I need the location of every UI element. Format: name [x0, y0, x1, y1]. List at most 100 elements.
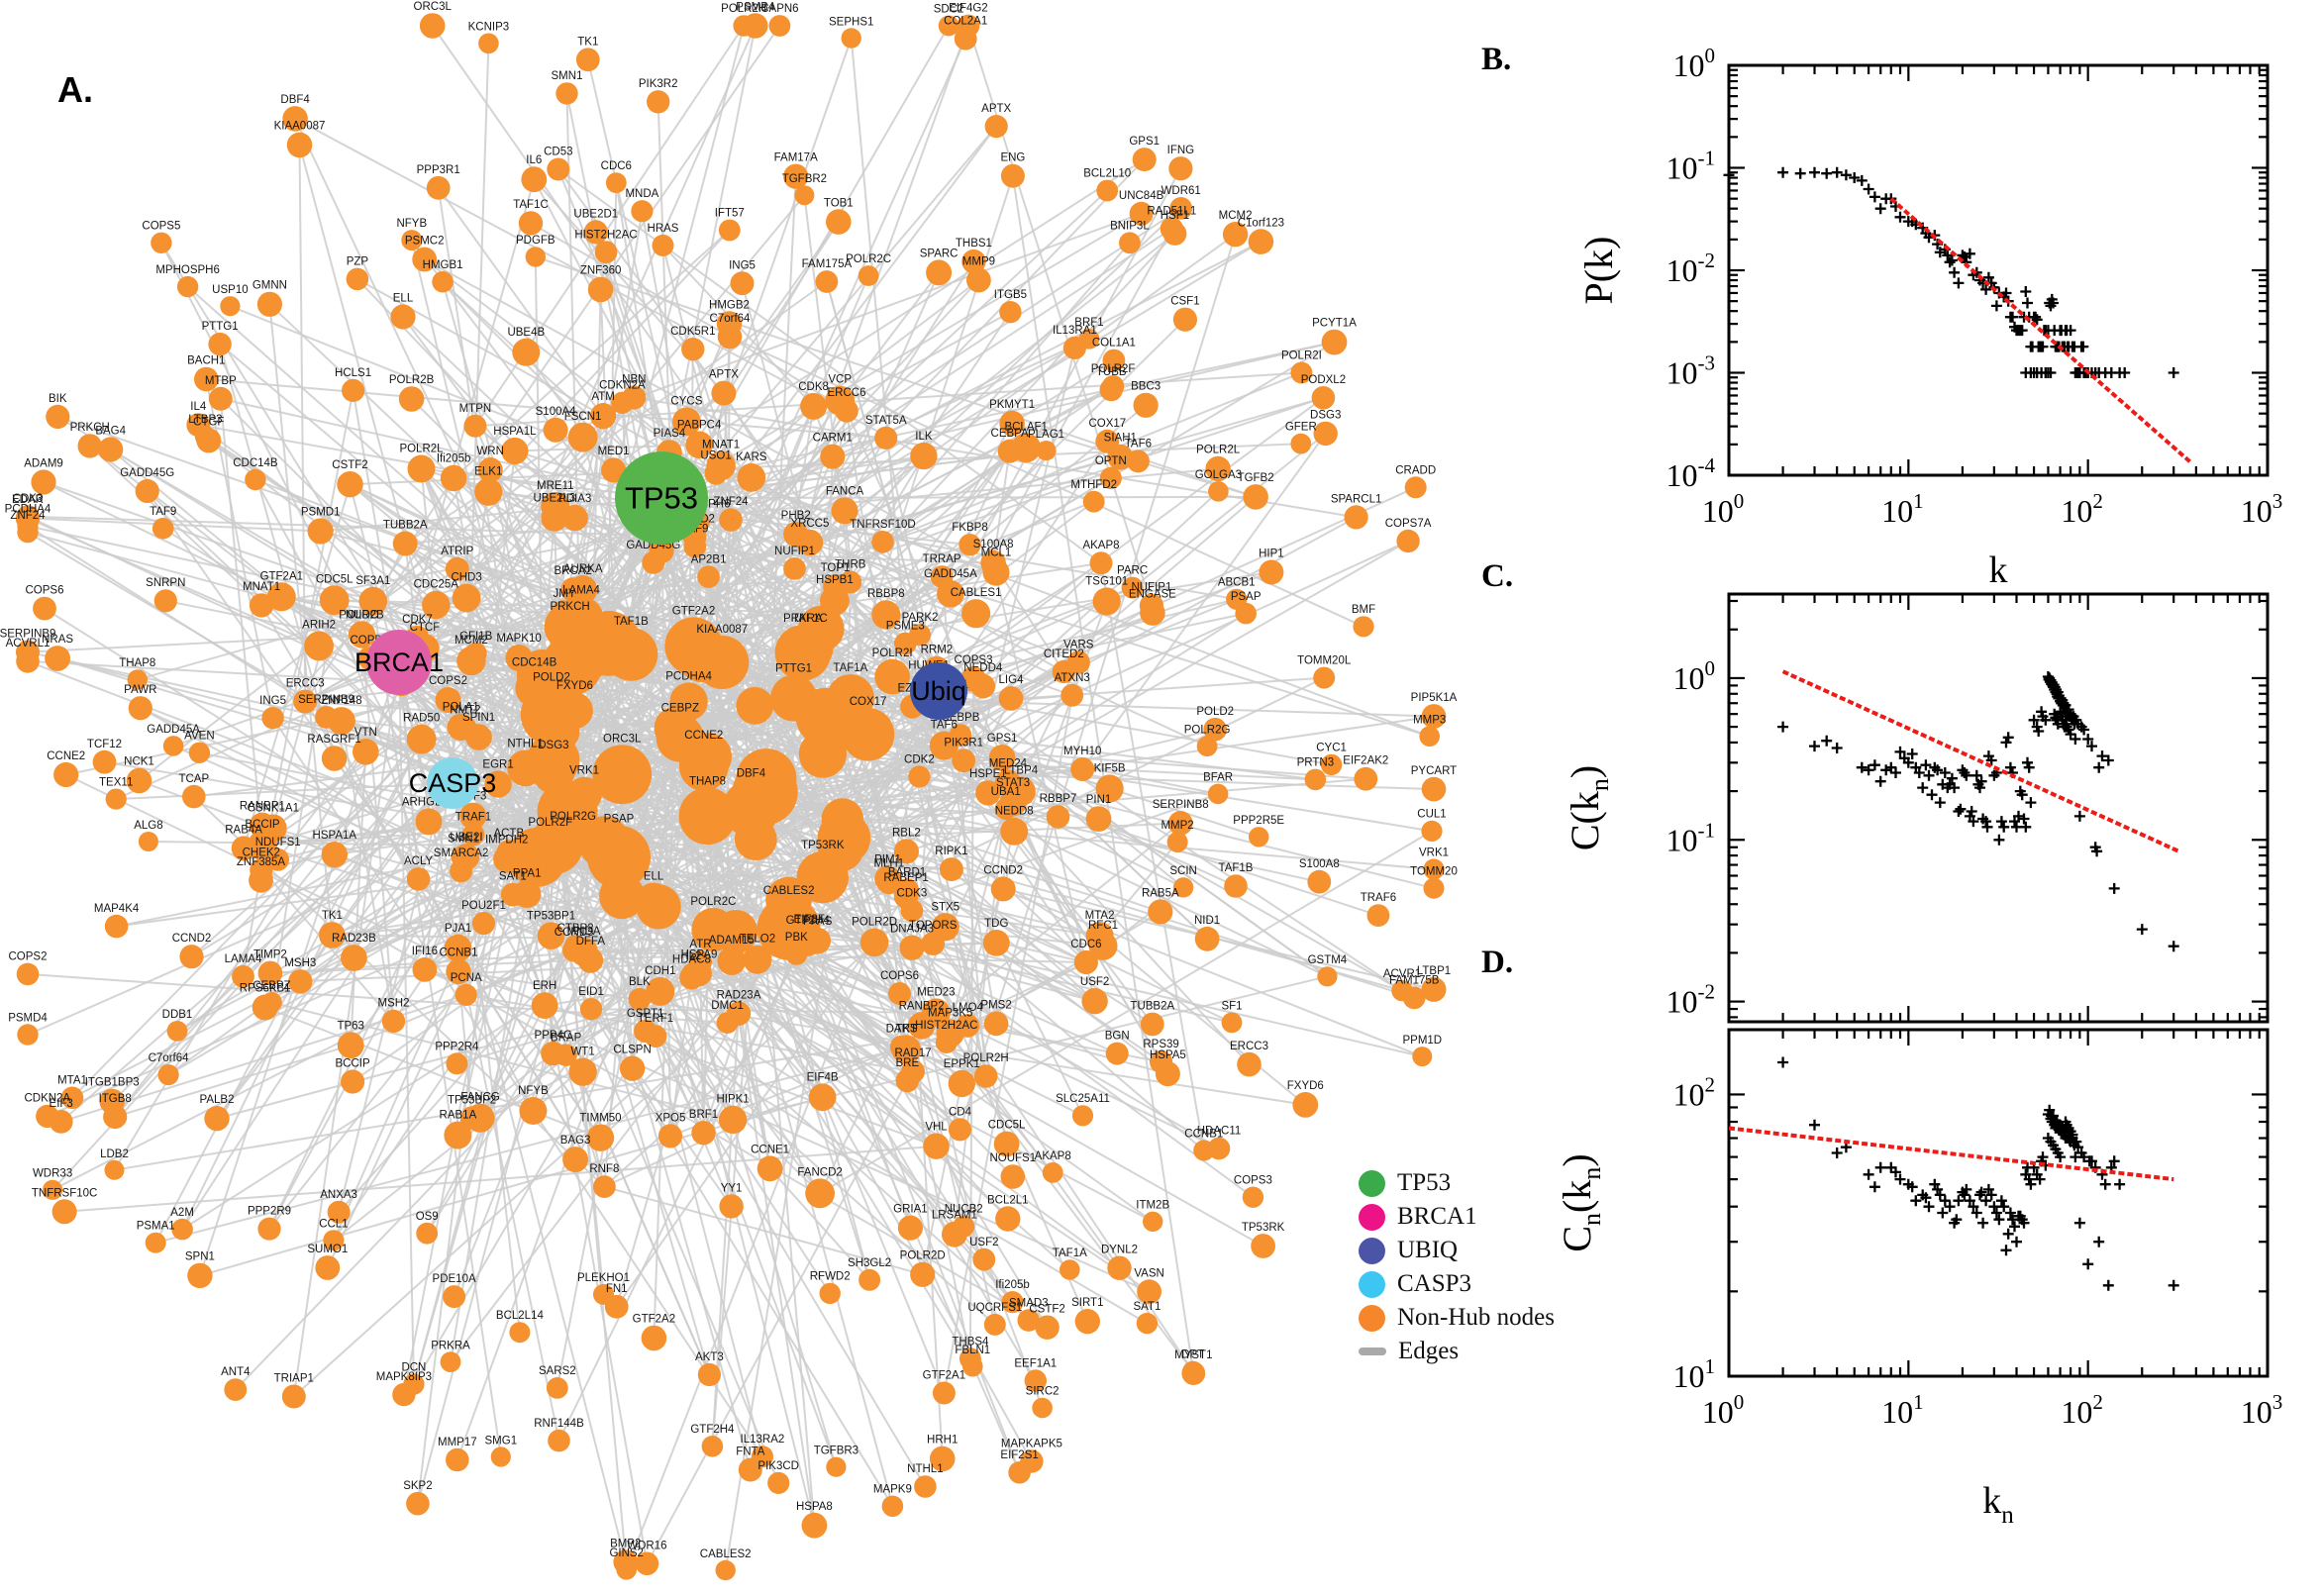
- svg-text:VRK1: VRK1: [569, 765, 599, 777]
- svg-text:FXYD6: FXYD6: [556, 680, 593, 692]
- svg-text:PSMA1: PSMA1: [137, 1221, 175, 1233]
- svg-text:ADAM15: ADAM15: [709, 935, 755, 947]
- svg-text:PIAS4: PIAS4: [654, 428, 686, 440]
- svg-text:RRM2: RRM2: [921, 645, 954, 656]
- svg-text:TIMM50: TIMM50: [579, 1112, 621, 1124]
- svg-text:LTBP4: LTBP4: [1004, 765, 1039, 777]
- svg-text:PRKCH: PRKCH: [550, 601, 589, 613]
- svg-text:ZNF24: ZNF24: [713, 496, 749, 508]
- svg-text:PSMD4: PSMD4: [8, 1012, 48, 1024]
- svg-text:RANBP1: RANBP1: [240, 801, 285, 813]
- svg-text:PPP4C: PPP4C: [535, 1030, 572, 1042]
- svg-text:ACVR1: ACVR1: [1383, 968, 1421, 980]
- svg-text:TOB1: TOB1: [824, 197, 854, 209]
- svg-text:SIAH1: SIAH1: [1104, 433, 1137, 445]
- svg-text:102: 102: [2061, 1390, 2103, 1430]
- svg-text:WT1: WT1: [570, 1046, 594, 1057]
- svg-text:CDK3: CDK3: [897, 887, 928, 899]
- svg-text:EIF4B: EIF4B: [807, 1071, 839, 1083]
- svg-text:NTHL1: NTHL1: [507, 739, 543, 750]
- svg-text:TKT: TKT: [895, 1023, 917, 1035]
- legend-item-label: CASP3: [1397, 1270, 1472, 1297]
- svg-text:TOPORS: TOPORS: [909, 920, 958, 932]
- hub-label-brca1: BRCA1: [354, 648, 444, 677]
- svg-text:THBS1: THBS1: [956, 238, 992, 249]
- svg-text:MRE11: MRE11: [537, 480, 574, 492]
- network-nodes: [15, 13, 1447, 1581]
- svg-text:CD4: CD4: [949, 1106, 972, 1118]
- svg-text:TRAF1: TRAF1: [455, 812, 491, 824]
- svg-text:SAT1: SAT1: [499, 871, 527, 883]
- svg-text:ELL: ELL: [644, 870, 664, 882]
- svg-text:XRCC5: XRCC5: [790, 518, 829, 530]
- svg-text:RBBP8: RBBP8: [867, 588, 905, 600]
- svg-text:BBC3: BBC3: [1131, 381, 1161, 393]
- svg-text:TP53RK: TP53RK: [801, 840, 845, 851]
- svg-text:101: 101: [1881, 1390, 1924, 1430]
- svg-text:PABPC4: PABPC4: [677, 420, 722, 432]
- svg-text:TGFB2: TGFB2: [1238, 472, 1274, 484]
- svg-text:ALG8: ALG8: [134, 820, 162, 832]
- svg-text:RNF144B: RNF144B: [534, 1418, 584, 1430]
- network-hub-nodes: TP53 BRCA1 Ubiq CASP3: [354, 451, 967, 809]
- svg-text:WDR61: WDR61: [1162, 185, 1201, 197]
- svg-text:100: 100: [1673, 656, 1716, 696]
- legend-item-ubiq: UBIQ: [1359, 1234, 1555, 1267]
- svg-text:CAPN6: CAPN6: [760, 3, 798, 15]
- svg-text:PIP5K1A: PIP5K1A: [1411, 692, 1458, 704]
- svg-text:100: 100: [1673, 44, 1716, 83]
- svg-text:PYCART: PYCART: [1411, 765, 1457, 777]
- svg-text:UBE2L3: UBE2L3: [533, 493, 575, 505]
- svg-text:ERH: ERH: [533, 980, 556, 992]
- svg-text:TOMM20: TOMM20: [1410, 866, 1458, 878]
- network-graph: TP53RKKIAA0087THAP8CDC14BDSG3NTHL1CEBPZV…: [0, 1, 1458, 1581]
- svg-text:MNAT1: MNAT1: [702, 440, 740, 451]
- svg-text:TAF1B: TAF1B: [614, 616, 649, 628]
- svg-text:CCNE1: CCNE1: [751, 1144, 789, 1155]
- svg-text:TK1: TK1: [322, 910, 343, 922]
- svg-text:MCM2: MCM2: [454, 635, 488, 647]
- svg-text:AP2B1: AP2B1: [691, 553, 727, 565]
- svg-text:NUDC: NUDC: [346, 609, 378, 621]
- fit-line-D: [1728, 1126, 2174, 1182]
- svg-text:PDIA3: PDIA3: [558, 493, 591, 505]
- svg-text:SIRC2: SIRC2: [1026, 1386, 1060, 1398]
- svg-text:MLH1: MLH1: [873, 858, 904, 870]
- svg-text:PKMYT1: PKMYT1: [989, 399, 1035, 411]
- svg-text:RAB4A: RAB4A: [225, 824, 262, 836]
- svg-text:FAM175B: FAM175B: [1389, 974, 1440, 986]
- svg-text:A2M: A2M: [170, 1207, 194, 1219]
- svg-text:BACH1: BACH1: [187, 355, 225, 367]
- svg-text:CDC14B: CDC14B: [233, 457, 278, 469]
- svg-text:CCNE2: CCNE2: [47, 750, 85, 762]
- svg-text:HSPA1L: HSPA1L: [493, 426, 537, 438]
- degree-distribution-plot: 100 101 102 103 100 10-1 10-2 10-3 10-4 P(k) k: [1576, 44, 2282, 591]
- svg-text:XPO5: XPO5: [656, 1112, 686, 1124]
- fit-line-B: [1889, 197, 2194, 465]
- svg-text:HIPK1: HIPK1: [716, 1094, 749, 1106]
- svg-text:ANXA3: ANXA3: [320, 1189, 357, 1201]
- svg-text:UBA1: UBA1: [991, 786, 1021, 798]
- svg-text:CSNK1A1: CSNK1A1: [248, 803, 299, 815]
- svg-text:TP53BP2: TP53BP2: [448, 1094, 496, 1106]
- svg-text:PDE10A: PDE10A: [433, 1273, 476, 1285]
- svg-text:PSMD1: PSMD1: [301, 506, 341, 518]
- svg-text:MAP3K5: MAP3K5: [928, 1008, 972, 1020]
- svg-text:POLA1: POLA1: [443, 702, 479, 714]
- svg-text:LIG4: LIG4: [999, 674, 1025, 686]
- svg-text:S100A4: S100A4: [536, 406, 577, 418]
- svg-text:WRN: WRN: [476, 446, 503, 457]
- svg-text:IFT57: IFT57: [715, 208, 745, 220]
- svg-text:COL2A1: COL2A1: [944, 16, 987, 28]
- svg-text:PARK2: PARK2: [902, 612, 939, 624]
- svg-text:ACTB: ACTB: [493, 828, 524, 840]
- svg-text:ITGB8: ITGB8: [99, 1093, 132, 1105]
- svg-text:IL4: IL4: [190, 401, 207, 413]
- svg-text:LRSAM1: LRSAM1: [932, 1210, 977, 1222]
- svg-text:GTF2A1: GTF2A1: [260, 570, 303, 582]
- svg-text:MYH10: MYH10: [1063, 746, 1101, 757]
- svg-text:IFNG: IFNG: [1167, 145, 1195, 156]
- svg-text:PSMC2: PSMC2: [405, 236, 445, 248]
